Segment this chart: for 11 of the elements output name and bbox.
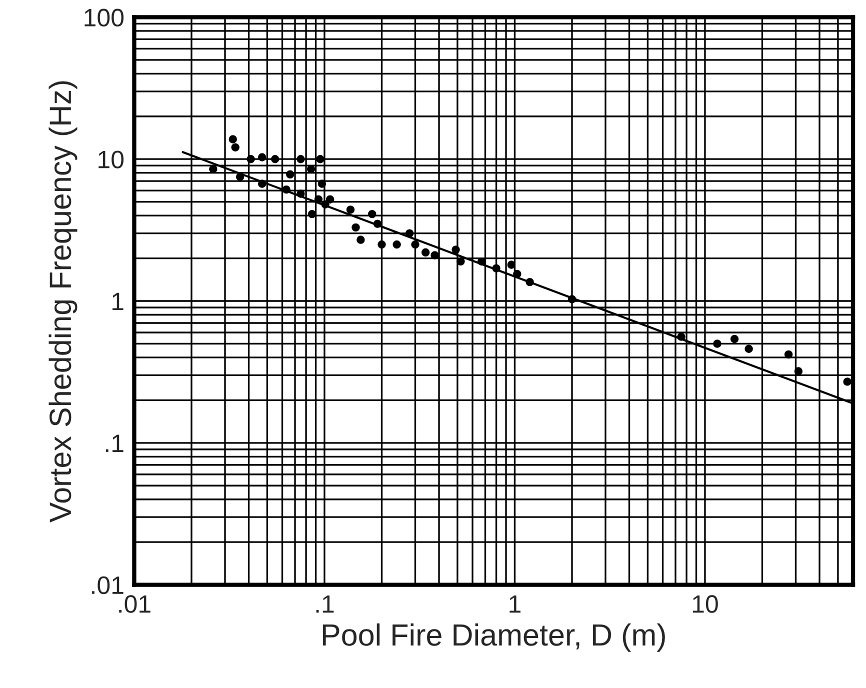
x-tick-label: 1 [510,595,520,613]
y-axis-title: Vortex Shedding Frequency (Hz) [48,81,78,522]
y-tick-label: .1 [106,434,124,452]
x-tick-label: .1 [316,595,334,613]
y-tick-label: .01 [92,576,124,594]
x-tick-label: 10 [692,595,718,613]
y-tick-label: 10 [98,150,124,168]
x-axis-title: Pool Fire Diameter, D (m) [322,623,665,652]
x-tick-label: .01 [119,595,150,613]
y-tick-label: 1 [112,292,124,310]
y-tick-label: 100 [84,8,124,27]
